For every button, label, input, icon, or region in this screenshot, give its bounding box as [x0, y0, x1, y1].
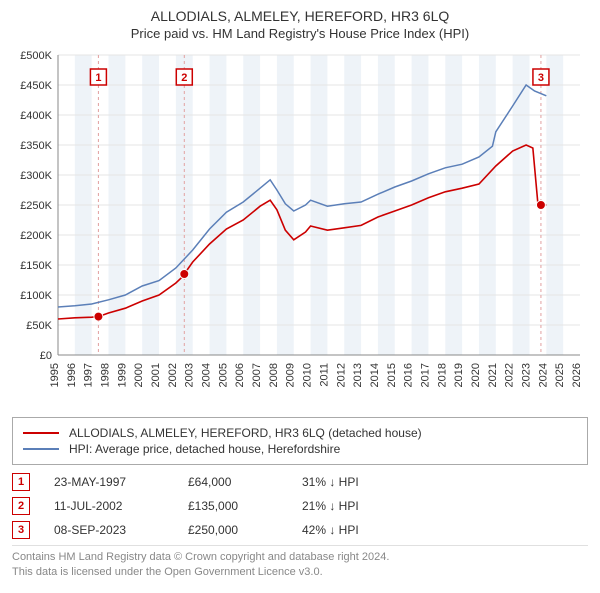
- svg-text:2015: 2015: [386, 363, 398, 387]
- svg-text:1996: 1996: [66, 363, 78, 387]
- svg-text:2009: 2009: [285, 363, 297, 387]
- events-table: 1 23-MAY-1997 £64,000 31% ↓ HPI 2 11-JUL…: [12, 473, 588, 539]
- event-row: 3 08-SEP-2023 £250,000 42% ↓ HPI: [12, 521, 588, 539]
- legend-label-property: ALLODIALS, ALMELEY, HEREFORD, HR3 6LQ (d…: [69, 426, 422, 440]
- legend-box: ALLODIALS, ALMELEY, HEREFORD, HR3 6LQ (d…: [12, 417, 588, 465]
- svg-text:2010: 2010: [302, 363, 314, 387]
- svg-text:1998: 1998: [100, 363, 112, 387]
- chart-title: ALLODIALS, ALMELEY, HEREFORD, HR3 6LQ: [12, 8, 588, 24]
- svg-text:2006: 2006: [234, 363, 246, 387]
- license-line1: Contains HM Land Registry data © Crown c…: [12, 550, 588, 565]
- legend-label-hpi: HPI: Average price, detached house, Here…: [69, 442, 340, 456]
- svg-text:2024: 2024: [537, 363, 549, 387]
- chart-subtitle: Price paid vs. HM Land Registry's House …: [12, 26, 588, 41]
- svg-text:2026: 2026: [571, 363, 583, 387]
- legend-swatch-hpi: [23, 448, 59, 450]
- svg-text:2014: 2014: [369, 363, 381, 387]
- event-date: 11-JUL-2002: [54, 499, 164, 513]
- event-price: £64,000: [188, 475, 278, 489]
- svg-text:1997: 1997: [83, 363, 95, 387]
- svg-text:2018: 2018: [436, 363, 448, 387]
- svg-text:2003: 2003: [184, 363, 196, 387]
- svg-text:£250K: £250K: [20, 200, 52, 212]
- svg-text:2025: 2025: [554, 363, 566, 387]
- license-text: Contains HM Land Registry data © Crown c…: [12, 545, 588, 581]
- svg-text:£100K: £100K: [20, 290, 52, 302]
- event-date: 23-MAY-1997: [54, 475, 164, 489]
- event-marker-icon: 1: [12, 473, 30, 491]
- event-diff: 31% ↓ HPI: [302, 475, 392, 489]
- svg-text:2023: 2023: [520, 363, 532, 387]
- legend-item-property: ALLODIALS, ALMELEY, HEREFORD, HR3 6LQ (d…: [23, 426, 577, 440]
- event-diff: 42% ↓ HPI: [302, 523, 392, 537]
- svg-text:£500K: £500K: [20, 50, 52, 62]
- price-chart: £0 £50K £100K £150K £200K £250K £300K £350K £400…: [12, 49, 588, 409]
- svg-text:2022: 2022: [504, 363, 516, 387]
- svg-text:3: 3: [538, 72, 544, 84]
- svg-text:£50K: £50K: [26, 320, 52, 332]
- chart-area: £0 £50K £100K £150K £200K £250K £300K £350K £400…: [12, 49, 588, 409]
- svg-text:2002: 2002: [167, 363, 179, 387]
- svg-text:2011: 2011: [318, 363, 330, 387]
- event-row: 2 11-JUL-2002 £135,000 21% ↓ HPI: [12, 497, 588, 515]
- svg-text:£450K: £450K: [20, 80, 52, 92]
- event-price: £135,000: [188, 499, 278, 513]
- svg-text:£200K: £200K: [20, 230, 52, 242]
- svg-text:£300K: £300K: [20, 170, 52, 182]
- svg-text:2000: 2000: [133, 363, 145, 387]
- event-date: 08-SEP-2023: [54, 523, 164, 537]
- svg-text:2021: 2021: [487, 363, 499, 387]
- svg-text:2016: 2016: [403, 363, 415, 387]
- legend-item-hpi: HPI: Average price, detached house, Here…: [23, 442, 577, 456]
- svg-text:2013: 2013: [352, 363, 364, 387]
- svg-text:2012: 2012: [335, 363, 347, 387]
- event-marker-icon: 2: [12, 497, 30, 515]
- svg-text:2007: 2007: [251, 363, 263, 387]
- event-row: 1 23-MAY-1997 £64,000 31% ↓ HPI: [12, 473, 588, 491]
- event-price: £250,000: [188, 523, 278, 537]
- svg-text:1999: 1999: [116, 363, 128, 387]
- svg-text:£400K: £400K: [20, 110, 52, 122]
- svg-text:2008: 2008: [268, 363, 280, 387]
- svg-text:2017: 2017: [419, 363, 431, 387]
- svg-text:2: 2: [181, 72, 187, 84]
- svg-text:2001: 2001: [150, 363, 162, 387]
- svg-text:£350K: £350K: [20, 140, 52, 152]
- license-line2: This data is licensed under the Open Gov…: [12, 565, 588, 580]
- svg-text:1995: 1995: [49, 363, 61, 387]
- svg-text:2019: 2019: [453, 363, 465, 387]
- legend-swatch-property: [23, 432, 59, 434]
- svg-text:1: 1: [95, 72, 101, 84]
- svg-text:2005: 2005: [217, 363, 229, 387]
- svg-text:£0: £0: [40, 350, 52, 362]
- svg-text:£150K: £150K: [20, 260, 52, 272]
- svg-text:2004: 2004: [201, 363, 213, 387]
- event-marker-icon: 3: [12, 521, 30, 539]
- svg-text:2020: 2020: [470, 363, 482, 387]
- event-diff: 21% ↓ HPI: [302, 499, 392, 513]
